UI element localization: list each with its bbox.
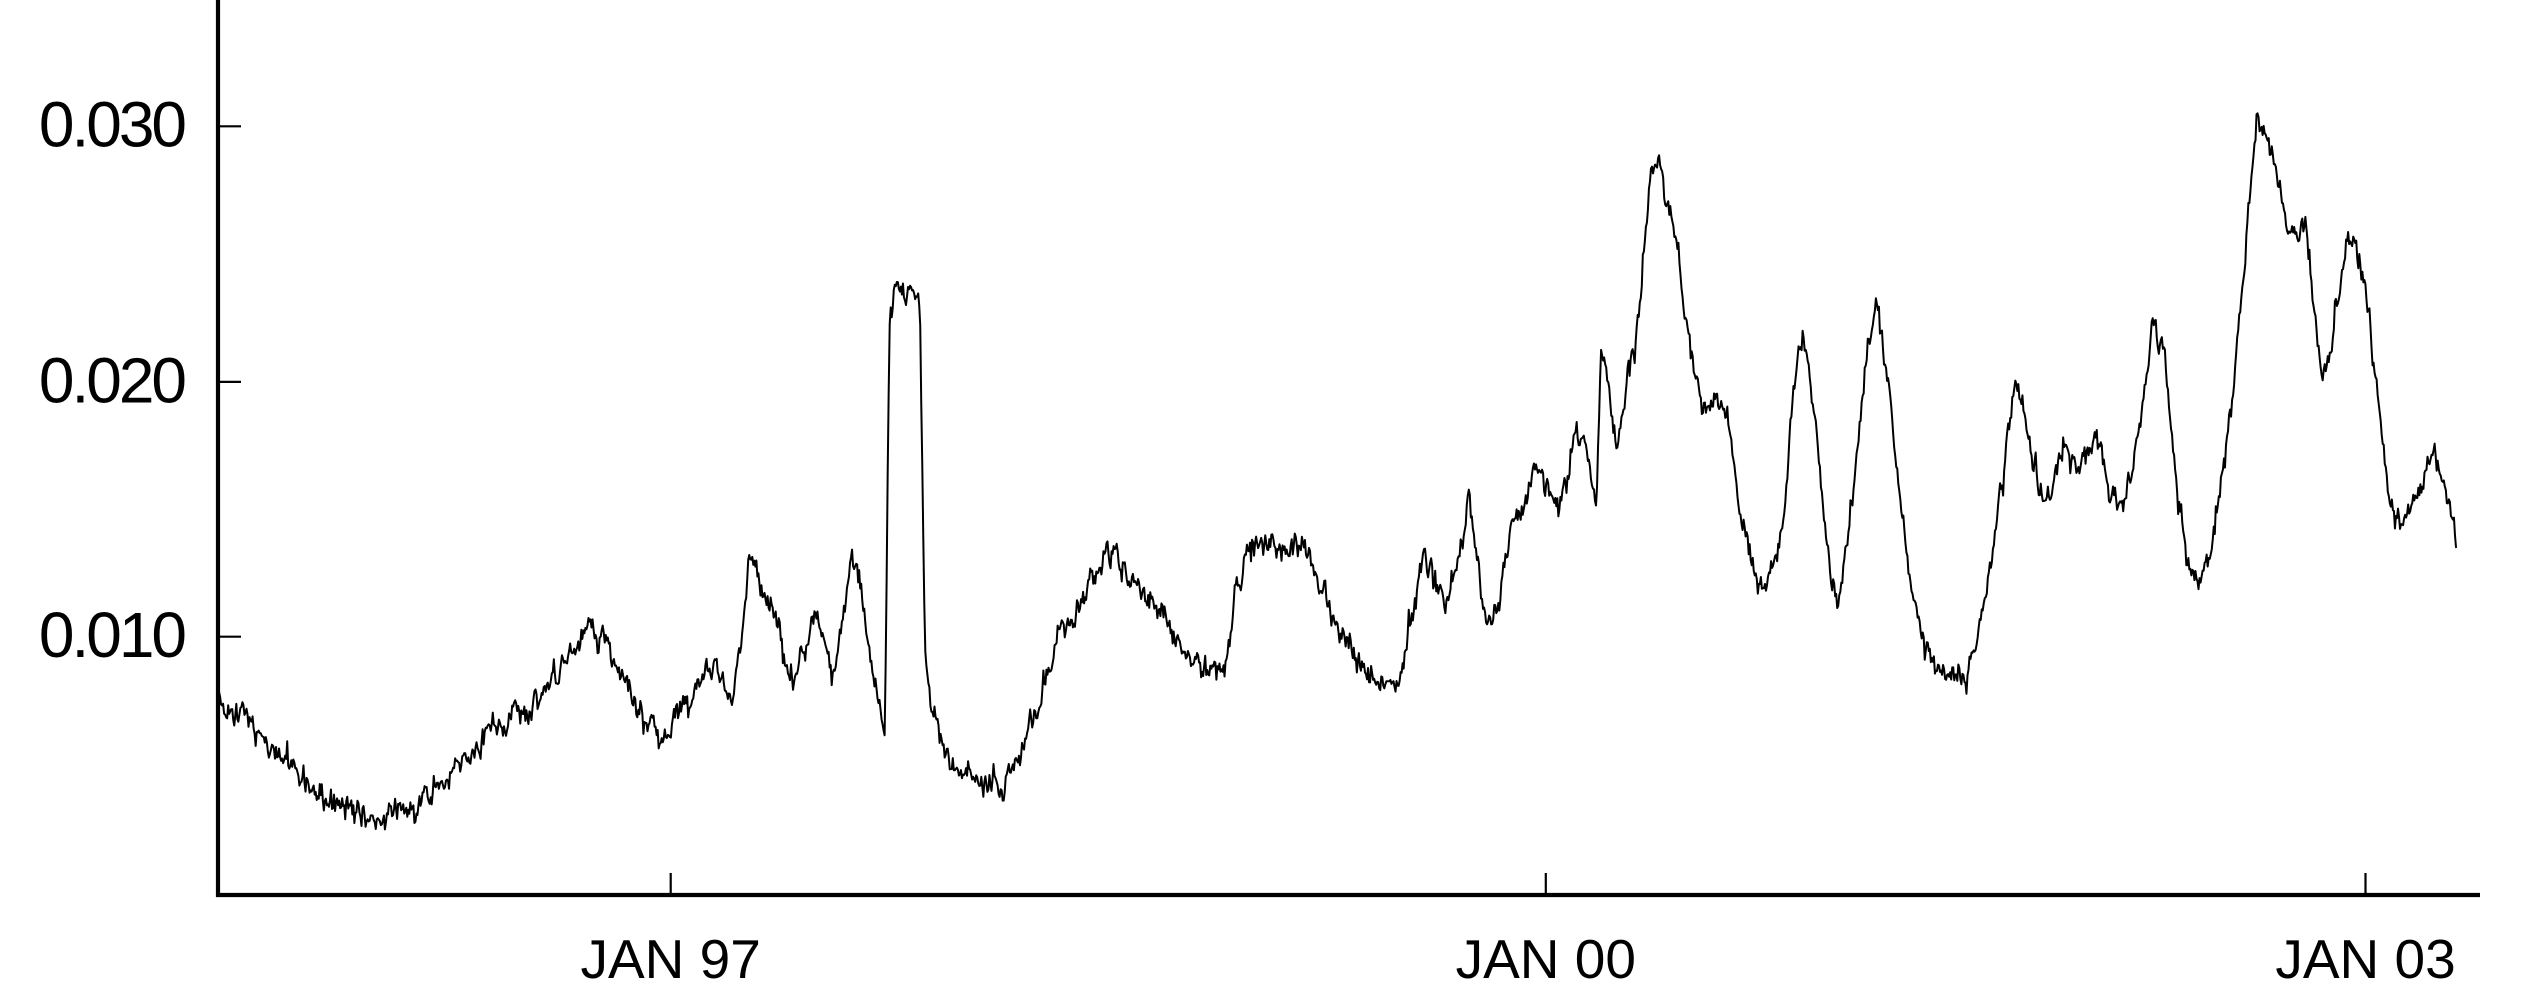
svg-text:0.030: 0.030 <box>39 89 186 161</box>
svg-text:JAN 03: JAN 03 <box>2275 928 2455 990</box>
svg-text:JAN 97: JAN 97 <box>581 928 761 990</box>
svg-text:0.020: 0.020 <box>39 344 186 416</box>
svg-text:JAN 00: JAN 00 <box>1456 928 1636 990</box>
svg-text:0.010: 0.010 <box>39 599 186 671</box>
